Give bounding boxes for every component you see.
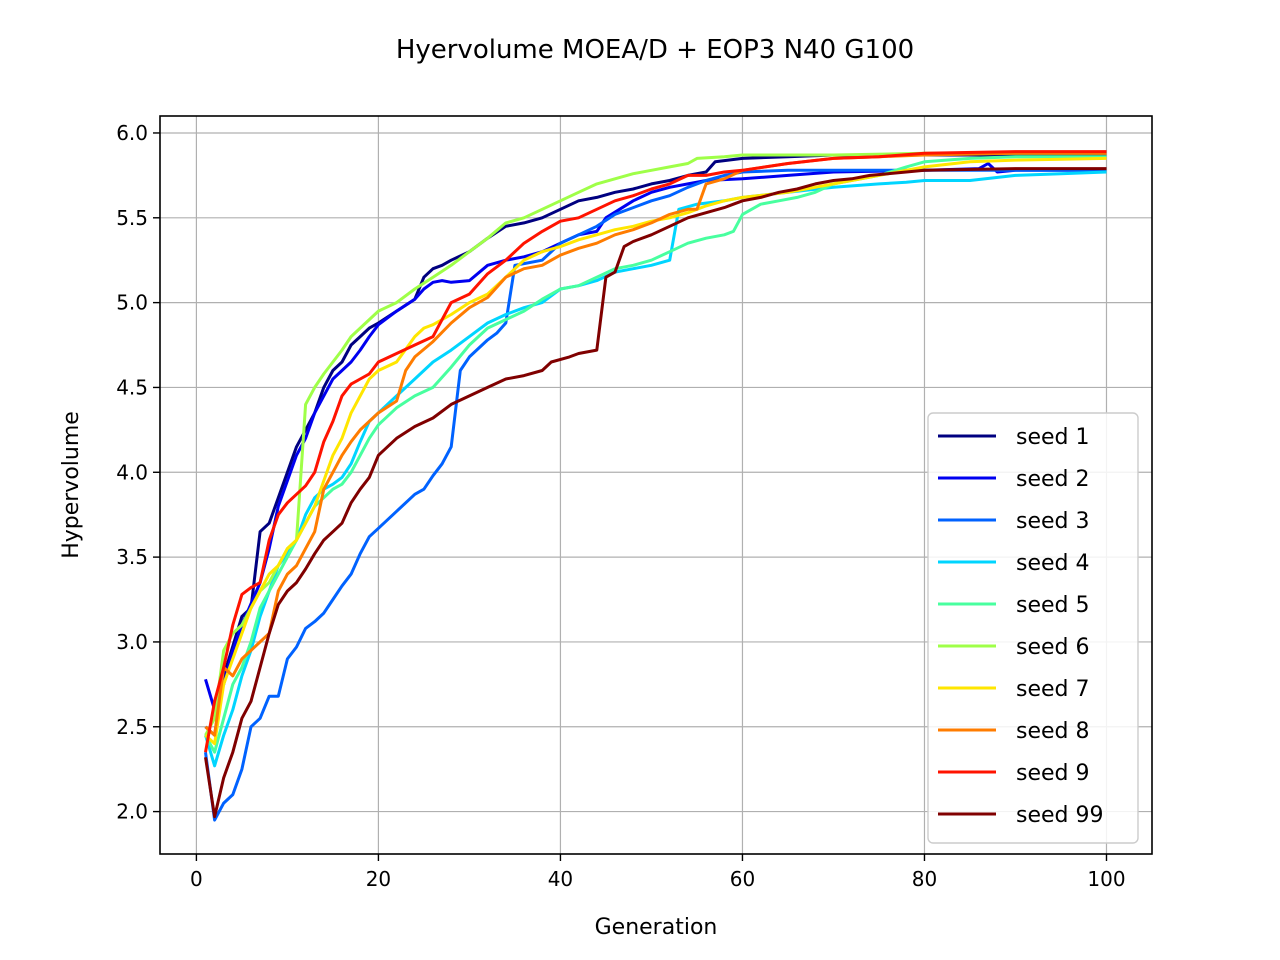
series-line-seed-3	[204, 168, 1107, 822]
y-tick-label: 2.5	[116, 715, 148, 739]
legend-label: seed 99	[1016, 803, 1103, 828]
y-tick-label: 2.0	[116, 800, 148, 824]
x-tick-label: 80	[912, 867, 937, 891]
legend-label: seed 6	[1016, 635, 1090, 660]
plot-frame	[159, 115, 1153, 855]
x-tick-label: 40	[548, 867, 573, 891]
legend-label: seed 5	[1016, 593, 1090, 618]
legend: seed 1 seed 2 seed 3 seed 4 seed 5 seed 6 seed…	[927, 412, 1139, 844]
y-tick-label: 5.0	[116, 291, 148, 315]
series-lines	[204, 150, 1107, 822]
legend-label: seed 9	[1016, 761, 1090, 786]
legend-label: seed 2	[1016, 467, 1090, 492]
y-tick-label: 5.5	[116, 206, 148, 230]
legend-label: seed 1	[1016, 425, 1090, 450]
legend-label: seed 4	[1016, 551, 1090, 576]
x-tick-label: 60	[730, 867, 755, 891]
series-line-seed-5	[204, 155, 1107, 754]
x-tick-label: 20	[366, 867, 391, 891]
legend-label: seed 8	[1016, 719, 1090, 744]
series-line-seed-1	[204, 153, 1107, 737]
legend-label: seed 3	[1016, 509, 1090, 534]
y-tick-label: 4.5	[116, 375, 148, 399]
y-tick-label: 3.0	[116, 630, 148, 654]
chart-title: Hyervolume MOEA/D + EOP3 N40 G100	[396, 35, 914, 65]
series-line-seed-6	[204, 151, 1107, 736]
x-axis-title: Generation	[595, 915, 718, 940]
x-tick-label: 0	[190, 867, 203, 891]
axis-ticks: 0 20 40 60 80 100 2.0 2.5 3.0 3.5 4.0 4.5 5.0 5.5 6.0	[116, 121, 1125, 891]
y-tick-label: 3.5	[116, 545, 148, 569]
series-line-seed-9	[204, 150, 1107, 753]
series-line-seed-8	[204, 151, 1107, 737]
series-line-seed-99	[204, 167, 1107, 819]
series-line-seed-2	[204, 162, 1107, 712]
y-tick-label: 4.0	[116, 460, 148, 484]
y-axis-title: Hypervolume	[59, 411, 84, 559]
y-tick-label: 6.0	[116, 121, 148, 145]
x-tick-label: 100	[1087, 867, 1125, 891]
legend-label: seed 7	[1016, 677, 1090, 702]
